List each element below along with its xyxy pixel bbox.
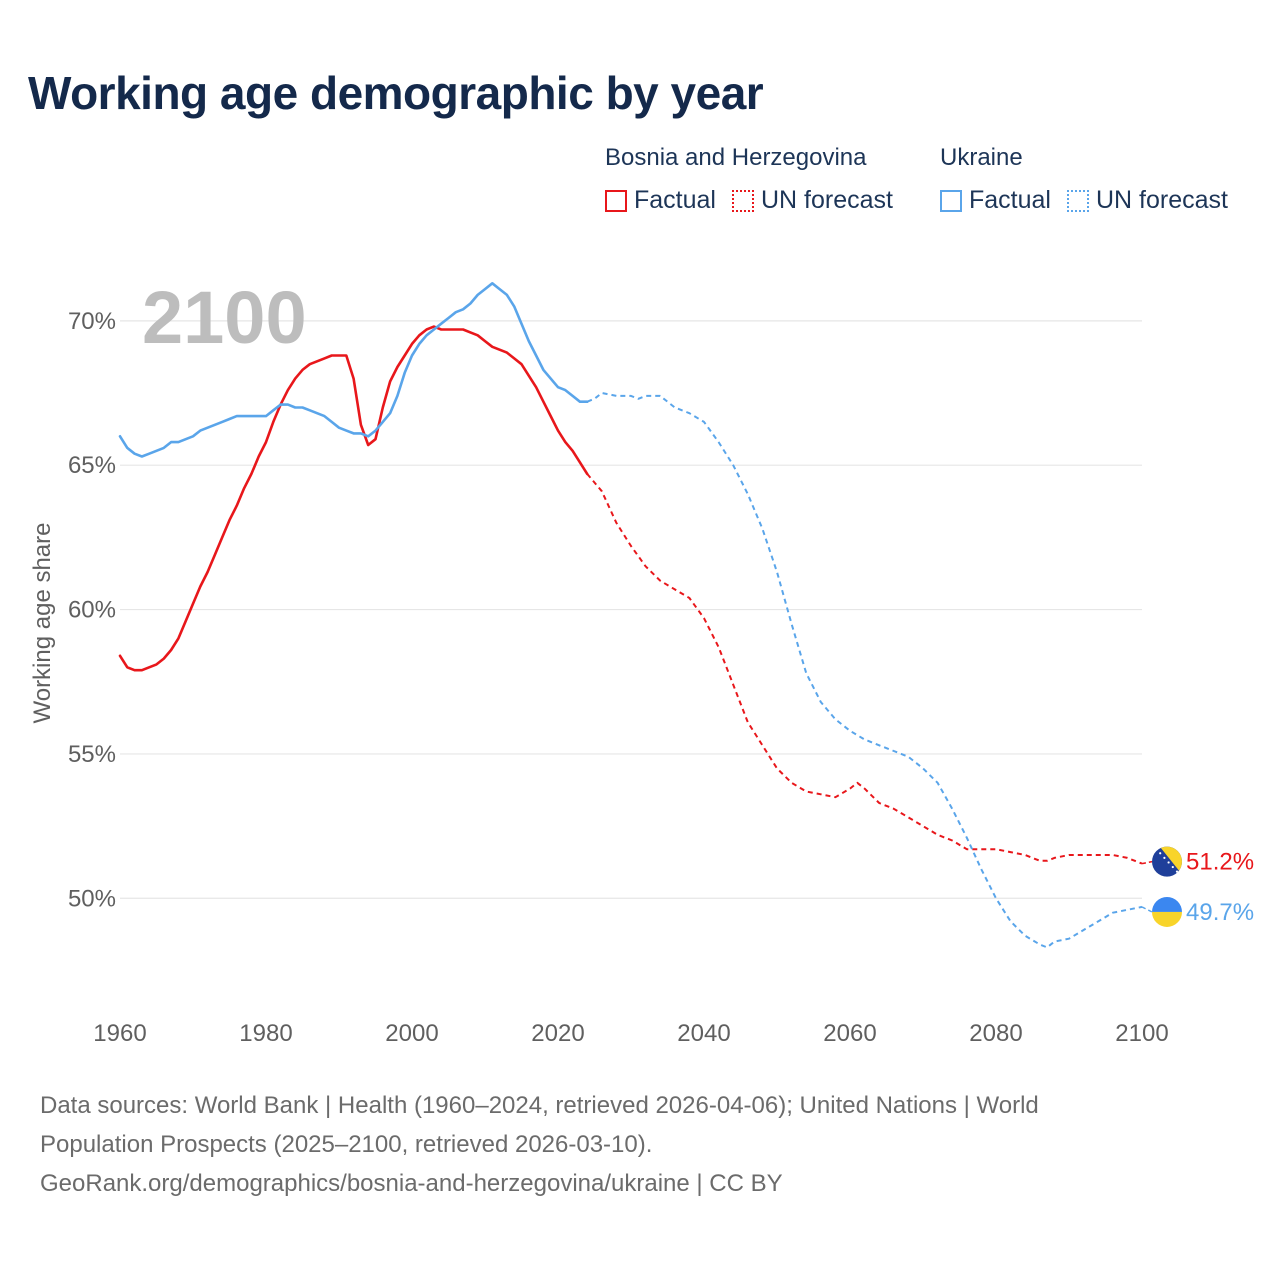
y-axis-ticks: 50% 55% 60% 65% 70% <box>68 308 116 912</box>
series-lines <box>118 281 1143 949</box>
ukraine-end-leader <box>1141 906 1153 913</box>
series-line-ukraine-forecast[interactable] <box>586 392 1143 949</box>
x-tick-label-2020: 2020 <box>531 1020 584 1047</box>
legend-item-ukraine-forecast[interactable]: UN forecast <box>1066 186 1228 215</box>
x-tick-label-2000: 2000 <box>385 1020 438 1047</box>
legend-label-bosnia-factual: Factual <box>634 186 716 214</box>
legend-group-title-bosnia: Bosnia and Herzegovina <box>605 144 867 171</box>
y-tick-label-70: 70% <box>68 308 116 335</box>
legend-group-title-ukraine: Ukraine <box>940 144 1023 171</box>
bosnia-end-value-label: 51.2% <box>1186 849 1254 876</box>
footer-line-2: Population Prospects (2025–2100, retriev… <box>40 1131 653 1158</box>
legend-swatch-bosnia-factual <box>605 189 627 212</box>
x-tick-label-1960: 1960 <box>93 1020 146 1047</box>
year-overlay: 2100 <box>142 276 307 359</box>
series-line-bosnia-forecast[interactable] <box>586 473 1143 865</box>
ukraine-flag-icon <box>1152 896 1182 927</box>
series-line-bosnia-factual[interactable] <box>118 325 589 672</box>
bosnia-end-leader <box>1141 860 1153 865</box>
legend-swatch-ukraine-forecast <box>1066 189 1089 212</box>
legend-item-bosnia-factual[interactable]: Factual <box>605 186 716 215</box>
footer-line-3[interactable]: GeoRank.org/demographics/bosnia-and-herz… <box>40 1170 783 1197</box>
y-tick-label-55: 55% <box>68 741 116 768</box>
chart-title: Working age demographic by year <box>28 67 764 119</box>
x-tick-label-2080: 2080 <box>969 1020 1022 1047</box>
legend-group-bosnia: Bosnia and Herzegovina Factual UN foreca… <box>605 144 893 215</box>
footer-line-1: Data sources: World Bank | Health (1960–… <box>40 1092 1039 1119</box>
x-tick-label-2040: 2040 <box>677 1020 730 1047</box>
x-tick-label-2100: 2100 <box>1115 1020 1168 1047</box>
x-tick-label-2060: 2060 <box>823 1020 876 1047</box>
y-tick-label-60: 60% <box>68 597 116 624</box>
legend-label-ukraine-factual: Factual <box>969 186 1051 214</box>
bosnia-flag-icon <box>1152 846 1182 877</box>
legend-item-ukraine-factual[interactable]: Factual <box>940 186 1051 215</box>
legend-item-bosnia-forecast[interactable]: UN forecast <box>731 186 893 215</box>
y-tick-label-50: 50% <box>68 885 116 912</box>
footer-sources: Data sources: World Bank | Health (1960–… <box>40 1086 1220 1203</box>
legend-group-ukraine: Ukraine Factual UN forecast <box>940 144 1228 215</box>
x-axis-ticks: 1960 1980 2000 2020 2040 2060 2080 2100 <box>93 1020 1168 1047</box>
legend-swatch-ukraine-factual <box>940 189 962 212</box>
y-axis-title: Working age share <box>29 523 56 724</box>
ukraine-end-value-label: 49.7% <box>1186 899 1254 926</box>
x-tick-label-1980: 1980 <box>239 1020 292 1047</box>
legend-swatch-bosnia-forecast <box>731 189 754 212</box>
y-tick-label-65: 65% <box>68 452 116 479</box>
series-end-markers: 51.2% 49.7% <box>1141 846 1254 927</box>
series-line-ukraine-factual[interactable] <box>118 281 589 458</box>
legend-label-bosnia-forecast: UN forecast <box>760 186 893 214</box>
grid-lines <box>120 320 1142 899</box>
legend-label-ukraine-forecast: UN forecast <box>1095 186 1228 214</box>
